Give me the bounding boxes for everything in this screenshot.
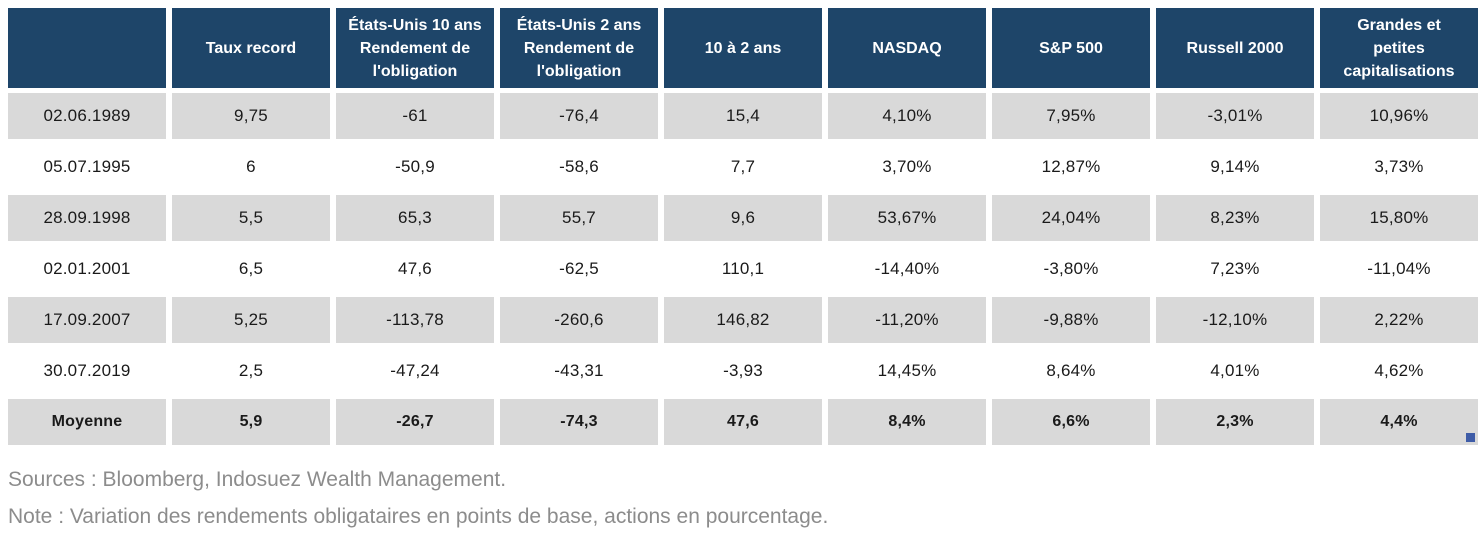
table-cell: 8,4% xyxy=(828,399,986,445)
table-cell: -58,6 xyxy=(559,157,599,176)
note-text: Note : Variation des rendements obligata… xyxy=(8,505,829,528)
table-cell: -3,01% xyxy=(1156,93,1314,139)
table-cell: -26,7 xyxy=(336,399,494,445)
table-cell: 14,45% xyxy=(877,361,937,380)
column-header-taux-record: Taux record xyxy=(172,8,330,88)
table-cell: -14,40% xyxy=(874,259,940,278)
table-cell: -113,78 xyxy=(336,297,494,343)
table-cell: 3,70% xyxy=(882,157,932,176)
row-date: 02.01.2001 xyxy=(43,259,131,278)
column-header-capitalisations: Grandes et petites capitalisations xyxy=(1320,8,1478,88)
table-cell: 9,6 xyxy=(664,195,822,241)
column-header-empty xyxy=(8,8,166,88)
table-cell: 4,4% xyxy=(1320,399,1478,445)
table-cell: 6,6% xyxy=(992,399,1150,445)
table-cell: 9,75 xyxy=(172,93,330,139)
column-header-sp500: S&P 500 xyxy=(992,8,1150,88)
table-cell: -47,24 xyxy=(390,361,440,380)
table-cell: 65,3 xyxy=(336,195,494,241)
table-cell: -12,10% xyxy=(1156,297,1314,343)
table-cell: 2,5 xyxy=(238,361,264,380)
table-cell: -50,9 xyxy=(395,157,435,176)
sources-text: Sources : Bloomberg, Indosuez Wealth Man… xyxy=(8,468,507,491)
table-cell: -260,6 xyxy=(500,297,658,343)
table-cell: 110,1 xyxy=(721,259,765,278)
table-cell: 15,80% xyxy=(1320,195,1478,241)
table-cell: 55,7 xyxy=(500,195,658,241)
table-cell: 7,95% xyxy=(992,93,1150,139)
table-cell: 24,04% xyxy=(992,195,1150,241)
table-footnotes: Sources : Bloomberg, Indosuez Wealth Man… xyxy=(8,461,828,535)
table-cell: 12,87% xyxy=(1041,157,1101,176)
rates-table: Taux record États-Unis 10 ans Rendement … xyxy=(8,8,1478,445)
table-cell: 47,6 xyxy=(398,259,432,278)
table-cell: 2,22% xyxy=(1320,297,1478,343)
table-cell: -11,20% xyxy=(828,297,986,343)
table-cell: 8,64% xyxy=(1046,361,1096,380)
table-cell: 8,23% xyxy=(1156,195,1314,241)
column-header-nasdaq: NASDAQ xyxy=(828,8,986,88)
table-cell: -9,88% xyxy=(992,297,1150,343)
table-cell: 5,5 xyxy=(172,195,330,241)
table-cell: 9,14% xyxy=(1210,157,1260,176)
table-cell: 6 xyxy=(246,157,256,176)
row-label-moyenne: Moyenne xyxy=(8,399,166,445)
table-cell: 53,67% xyxy=(828,195,986,241)
table-cell: 15,4 xyxy=(664,93,822,139)
table-cell: 3,73% xyxy=(1374,157,1424,176)
table-cell: 47,6 xyxy=(664,399,822,445)
table-cell: 7,23% xyxy=(1210,259,1260,278)
table-cell: 5,25 xyxy=(172,297,330,343)
table-cell: 4,62% xyxy=(1374,361,1424,380)
table-cell: -61 xyxy=(336,93,494,139)
column-header-us2y: États-Unis 2 ans Rendement de l'obligati… xyxy=(500,8,658,88)
table-cell: 2,3% xyxy=(1156,399,1314,445)
column-header-10a2ans: 10 à 2 ans xyxy=(664,8,822,88)
column-header-us10y: États-Unis 10 ans Rendement de l'obligat… xyxy=(336,8,494,88)
table-cell: -76,4 xyxy=(500,93,658,139)
table-cell: 146,82 xyxy=(664,297,822,343)
table-cell: 4,10% xyxy=(828,93,986,139)
table-cell: 4,01% xyxy=(1210,361,1260,380)
row-date: 02.06.1989 xyxy=(8,93,166,139)
table-cell: -43,31 xyxy=(554,361,604,380)
row-date: 05.07.1995 xyxy=(43,157,131,176)
table-cell: 10,96% xyxy=(1320,93,1478,139)
table-cell: 7,7 xyxy=(730,157,756,176)
table-cell: 6,5 xyxy=(238,259,264,278)
table-cell: -62,5 xyxy=(559,259,599,278)
table-cell: -3,93 xyxy=(723,361,763,380)
table-cell: 5,9 xyxy=(172,399,330,445)
table-cell: -11,04% xyxy=(1367,259,1431,278)
row-date: 28.09.1998 xyxy=(8,195,166,241)
table-cell: -74,3 xyxy=(500,399,658,445)
row-date: 30.07.2019 xyxy=(43,361,131,380)
column-header-russell2000: Russell 2000 xyxy=(1156,8,1314,88)
row-date: 17.09.2007 xyxy=(8,297,166,343)
selection-handle[interactable] xyxy=(1466,433,1475,442)
table-cell: -3,80% xyxy=(1043,259,1099,278)
